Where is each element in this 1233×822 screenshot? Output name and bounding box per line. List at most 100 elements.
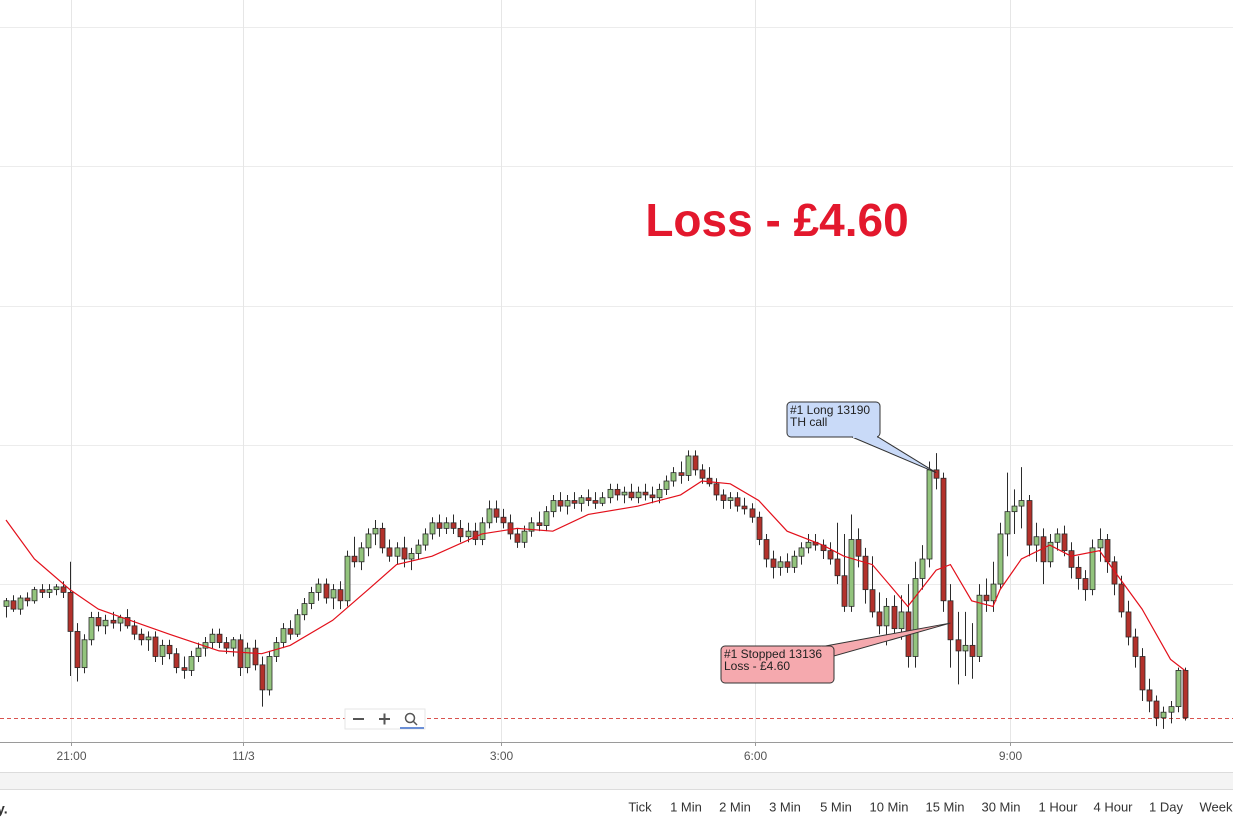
candle-body — [159, 644, 166, 657]
callout-box — [786, 401, 881, 438]
timeframe-button[interactable]: 10 Min — [869, 799, 908, 814]
candle-body — [614, 488, 621, 496]
candle-body — [1089, 547, 1096, 591]
candle-body — [337, 589, 344, 602]
x-tick-label: 9:00 — [999, 749, 1023, 763]
candle-body — [67, 592, 74, 632]
candle-body — [1146, 689, 1153, 702]
candle-body — [181, 667, 188, 671]
candle-body — [592, 500, 599, 504]
candle-body — [166, 644, 173, 655]
candle-body — [1182, 670, 1189, 719]
candle-body — [1033, 536, 1040, 546]
candle-body — [365, 533, 372, 549]
candle-body — [252, 647, 259, 666]
candle-body — [607, 488, 614, 499]
x-axis: 21:00 11/3 3:00 6:00 9:00 — [56, 749, 1022, 763]
timeframe-button[interactable]: Week — [1200, 799, 1233, 814]
candle-body — [266, 656, 273, 691]
candle-body — [621, 491, 628, 496]
callout-text: TH call — [790, 415, 827, 429]
candle-body — [351, 555, 358, 563]
candle-body — [848, 539, 855, 607]
candle-body — [81, 639, 88, 669]
candle-body — [117, 617, 124, 624]
candle-body — [131, 625, 138, 635]
candle-body — [230, 639, 237, 649]
candle-body — [31, 589, 38, 602]
candle-body — [898, 611, 905, 630]
candle-body — [145, 636, 152, 641]
timeframe-button[interactable]: 4 Hour — [1093, 799, 1133, 814]
candle-body — [933, 469, 940, 479]
candle-body — [834, 558, 841, 577]
candle-body — [521, 530, 528, 543]
candle-body — [1153, 700, 1160, 719]
candle-body — [855, 539, 862, 557]
candle-body — [408, 553, 415, 560]
candle-body — [60, 586, 67, 593]
candle-body — [450, 522, 457, 529]
zoom-reset[interactable] — [404, 712, 416, 724]
timeframe-button[interactable]: 5 Min — [820, 799, 852, 814]
candle-body — [635, 491, 642, 499]
candle-body — [195, 647, 202, 657]
candle-body — [486, 508, 493, 524]
x-tick-label: 6:00 — [744, 749, 768, 763]
candle-body — [777, 561, 784, 568]
status-text: y. — [0, 801, 8, 817]
candle-body — [465, 530, 472, 538]
candle-body — [656, 488, 663, 499]
candle-body — [10, 600, 17, 610]
timeframe-button[interactable]: Tick — [628, 799, 652, 814]
callout-text: #1 Stopped 13136 — [724, 647, 822, 661]
candle-body — [1132, 636, 1139, 657]
candle-body — [1026, 500, 1033, 546]
zoom-controls[interactable] — [344, 708, 426, 730]
candle-body — [415, 544, 422, 554]
candle-body — [173, 653, 180, 669]
candle-body — [685, 455, 692, 476]
candle-body — [713, 483, 720, 496]
candle-body — [308, 592, 315, 604]
candle-body — [827, 550, 834, 560]
candle-body — [912, 578, 919, 657]
candle-body — [962, 644, 969, 652]
scroll-area[interactable] — [0, 772, 1233, 789]
timeframe-button[interactable]: 30 Min — [981, 799, 1020, 814]
timeframe-button[interactable]: 1 Min — [670, 799, 702, 814]
candle-body — [379, 527, 386, 549]
candle-body — [699, 469, 706, 479]
candle-body — [330, 589, 337, 599]
candle-body — [88, 617, 95, 641]
callout-text: Loss - £4.60 — [724, 659, 790, 673]
candle-body — [479, 522, 486, 540]
candle-body — [969, 644, 976, 657]
candle-body — [649, 494, 656, 499]
candle-body — [386, 547, 393, 557]
candle-body — [841, 575, 848, 607]
timeframe-button[interactable]: 2 Min — [719, 799, 751, 814]
candle-body — [138, 633, 145, 641]
candle-body — [457, 527, 464, 538]
timeframe-button[interactable]: 1 Hour — [1038, 799, 1078, 814]
timeframe-button[interactable]: 3 Min — [769, 799, 801, 814]
candle-body — [557, 500, 564, 507]
candle-body — [997, 533, 1004, 585]
candle-body — [883, 605, 890, 627]
candle-body — [756, 516, 763, 540]
candle-body — [947, 600, 954, 641]
candle-body — [1061, 533, 1068, 552]
candle-body — [110, 619, 117, 624]
timeframe-button[interactable]: 1 Day — [1149, 799, 1183, 814]
candle-body — [990, 583, 997, 602]
callout-joint — [820, 646, 834, 657]
timeframe-button[interactable]: 15 Min — [925, 799, 964, 814]
moving-average — [5, 480, 1186, 671]
candle-body — [876, 611, 883, 627]
candle-body — [919, 558, 926, 579]
